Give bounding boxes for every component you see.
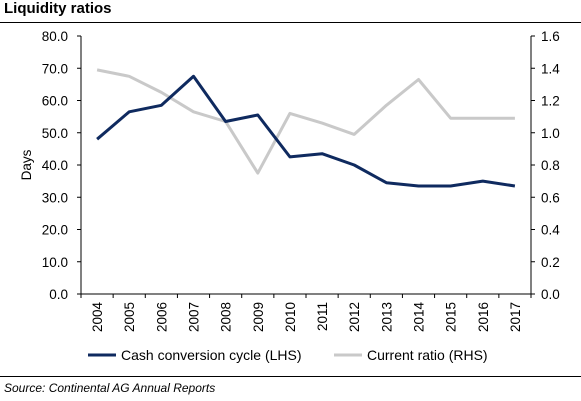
right-tick-label: 1.0 xyxy=(541,126,560,141)
source-divider xyxy=(0,376,581,377)
right-tick-label: 1.2 xyxy=(541,94,560,109)
right-tick-label: 0.8 xyxy=(541,158,560,173)
title-divider xyxy=(0,22,581,23)
liquidity-chart: 0.0 10.0 20.0 30.0 40.0 50.0 60.0 70.0 80.0 0.0 0.… xyxy=(19,29,560,363)
legend-label-cash-conversion-cycle: Cash conversion cycle (LHS) xyxy=(121,347,302,363)
current-ratio-line xyxy=(96,68,515,175)
left-tick-label: 60.0 xyxy=(42,94,68,109)
legend-label-current-ratio: Current ratio (RHS) xyxy=(367,347,488,363)
axes: 0.0 10.0 20.0 30.0 40.0 50.0 60.0 70.0 80.0 0.0 0.… xyxy=(19,29,560,332)
x-tick-label: 2010 xyxy=(283,302,298,332)
x-tick-label: 2009 xyxy=(251,302,266,332)
left-tick-label: 40.0 xyxy=(42,158,68,173)
right-tick-label: 1.4 xyxy=(541,61,560,76)
series-lines xyxy=(96,68,516,188)
x-tick-label: 2004 xyxy=(90,302,105,333)
x-tick-label: 2014 xyxy=(412,302,427,333)
right-tick-label: 0.4 xyxy=(541,223,560,238)
right-tick-label: 1.6 xyxy=(541,29,560,44)
left-tick-label: 80.0 xyxy=(42,29,68,44)
x-tick-label: 2013 xyxy=(379,302,394,332)
legend: Cash conversion cycle (LHS) Current ratio… xyxy=(88,347,488,363)
x-tick-label: 2015 xyxy=(444,302,459,332)
source-note: Source: Continental AG Annual Reports xyxy=(4,381,216,395)
x-tick-label: 2006 xyxy=(154,302,169,332)
x-tick-label: 2011 xyxy=(315,302,330,331)
cash-conversion-cycle-line xyxy=(96,74,516,188)
chart-title: Liquidity ratios xyxy=(4,0,112,17)
left-tick-label: 20.0 xyxy=(42,223,68,238)
right-tick-label: 0.6 xyxy=(541,190,560,205)
right-tick-label: 0.0 xyxy=(541,287,560,302)
left-tick-label: 0.0 xyxy=(49,287,68,302)
left-tick-label: 70.0 xyxy=(42,61,68,76)
x-tick-label: 2008 xyxy=(219,302,234,332)
left-tick-label: 30.0 xyxy=(42,190,68,205)
left-tick-label: 10.0 xyxy=(42,255,68,270)
x-tick-label: 2007 xyxy=(187,302,202,332)
x-tick-label: 2017 xyxy=(508,302,523,332)
x-tick-label: 2005 xyxy=(122,302,137,332)
right-tick-label: 0.2 xyxy=(541,255,560,270)
left-tick-label: 50.0 xyxy=(42,126,68,141)
x-tick-label: 2012 xyxy=(347,302,362,332)
x-tick-label: 2016 xyxy=(476,302,491,332)
y-axis-label: Days xyxy=(19,149,34,180)
